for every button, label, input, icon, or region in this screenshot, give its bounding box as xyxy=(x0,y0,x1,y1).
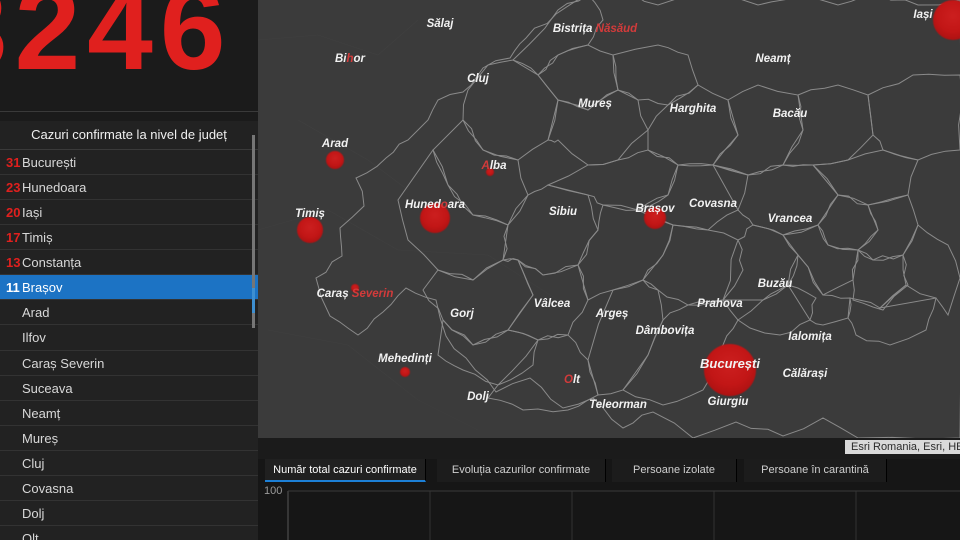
svg-text:Olt: Olt xyxy=(564,374,581,386)
svg-text:Covasna: Covasna xyxy=(689,198,738,210)
svg-text:Ialomița: Ialomița xyxy=(788,331,832,343)
svg-text:Argeș: Argeș xyxy=(595,308,629,320)
svg-text:Sălaj: Sălaj xyxy=(427,18,455,30)
svg-text:Sibiu: Sibiu xyxy=(549,206,577,218)
svg-text:Arad: Arad xyxy=(321,138,349,150)
svg-text:Dâmbovița: Dâmbovița xyxy=(636,325,695,337)
svg-text:Harghita: Harghita xyxy=(670,103,717,115)
svg-text:Cluj: Cluj xyxy=(467,73,490,85)
svg-text:Bistrița Năsăud: Bistrița Năsăud xyxy=(553,23,638,35)
svg-text:Alba: Alba xyxy=(481,160,508,172)
svg-text:Giurgiu: Giurgiu xyxy=(708,396,749,408)
svg-text:Neamț: Neamț xyxy=(755,53,791,65)
svg-text:Călărași: Călărași xyxy=(783,368,829,380)
svg-text:Vâlcea: Vâlcea xyxy=(534,298,571,310)
svg-text:Mureș: Mureș xyxy=(578,98,612,110)
svg-text:Gorj: Gorj xyxy=(450,308,474,320)
svg-text:Prahova: Prahova xyxy=(697,298,743,310)
svg-text:Timiș: Timiș xyxy=(295,208,325,220)
svg-text:Buzău: Buzău xyxy=(758,278,793,290)
svg-text:Mehedinți: Mehedinți xyxy=(378,353,432,365)
svg-text:Dolj: Dolj xyxy=(467,391,490,403)
svg-text:București: București xyxy=(700,356,760,371)
svg-text:Teleorman: Teleorman xyxy=(589,399,647,411)
svg-text:Vrancea: Vrancea xyxy=(768,213,813,225)
svg-text:Caraș Severin: Caraș Severin xyxy=(317,288,394,300)
svg-text:Bacău: Bacău xyxy=(773,108,808,120)
svg-text:Iași: Iași xyxy=(913,9,933,21)
svg-text:Bihor: Bihor xyxy=(335,53,366,65)
svg-text:Hunedoara: Hunedoara xyxy=(405,199,466,211)
svg-text:Brașov: Brașov xyxy=(636,203,676,215)
